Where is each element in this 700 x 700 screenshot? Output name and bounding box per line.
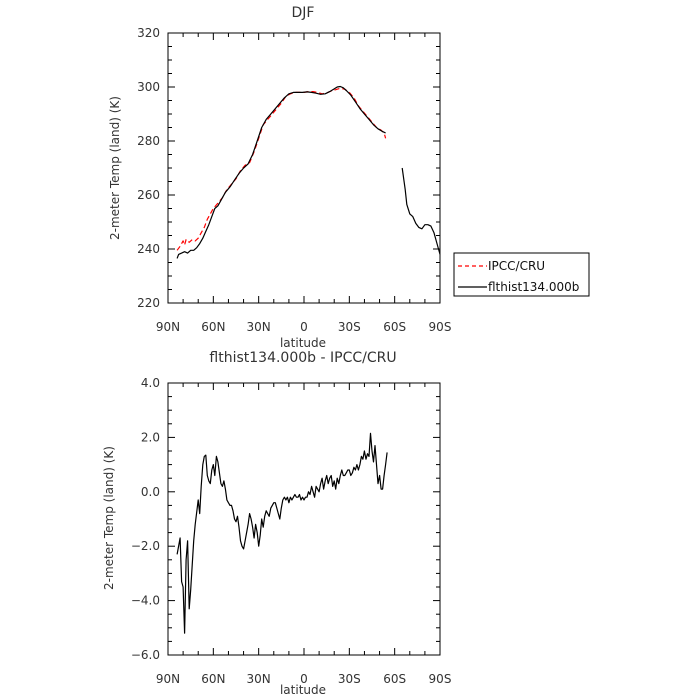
x-axis-title: latitude (280, 336, 326, 350)
plot-area: 90N 60N 30N 0 30S 60S 90S −6.0 −4.0 −2.0 0.0 2.0 4.0 (131, 376, 452, 686)
y-tick-label: 0.0 (141, 485, 160, 499)
x-tick-label: 0 (300, 320, 308, 334)
legend: IPCC/CRU flthist134.000b (453, 252, 590, 297)
y-tick-label: 220 (137, 296, 160, 310)
chart-top: DJF 2-meter Temp (land) (K) latitude 90N… (108, 5, 451, 350)
y-tick-label: 300 (137, 80, 160, 94)
legend-label-cru: IPCC/CRU (488, 259, 545, 273)
x-tick-label: 60N (201, 320, 225, 334)
plot-frame (167, 32, 441, 304)
y-tick-label: −4.0 (131, 594, 160, 608)
y-tick-label: 4.0 (141, 376, 160, 390)
x-tick-label: 90N (156, 320, 180, 334)
x-tick-label: 90S (429, 672, 452, 686)
x-tick-label: 30S (338, 320, 361, 334)
y-tick-label: 260 (137, 188, 160, 202)
x-tick-label: 90S (429, 320, 452, 334)
y-tick-label: −2.0 (131, 539, 160, 553)
chart-title: flthist134.000b - IPCC/CRU (209, 350, 396, 366)
x-tick-label: 0 (300, 672, 308, 686)
x-tick-label: 90N (156, 672, 180, 686)
plot-frame (167, 382, 441, 656)
y-tick-label: 280 (137, 134, 160, 148)
x-tick-label: 60S (383, 672, 406, 686)
x-tick-label: 30N (247, 320, 271, 334)
x-tick-label: 30N (247, 672, 271, 686)
y-tick-label: −6.0 (131, 648, 160, 662)
y-tick-label: 2.0 (141, 430, 160, 444)
plot-area: 90N 60N 30N 0 30S 60S 90S 220 240 260 280 300 320 (137, 26, 451, 334)
y-axis-title: 2-meter Temp (land) (K) (108, 96, 122, 240)
series-line (176, 85, 386, 259)
x-axis-title: latitude (280, 683, 326, 697)
y-tick-label: 320 (137, 26, 160, 40)
x-tick-label: 30S (338, 672, 361, 686)
x-tick-label: 60S (383, 320, 406, 334)
legend-box (453, 252, 590, 297)
series-line (176, 432, 388, 634)
y-tick-label: 240 (137, 242, 160, 256)
chart-bottom: flthist134.000b - IPCC/CRU 2-meter Temp … (102, 350, 451, 697)
x-tick-label: 60N (201, 672, 225, 686)
series-line (176, 87, 387, 251)
chart-title: DJF (292, 5, 315, 21)
series-line (401, 167, 441, 255)
y-axis-title: 2-meter Temp (land) (K) (102, 446, 116, 590)
legend-label-model: flthist134.000b (488, 280, 579, 294)
